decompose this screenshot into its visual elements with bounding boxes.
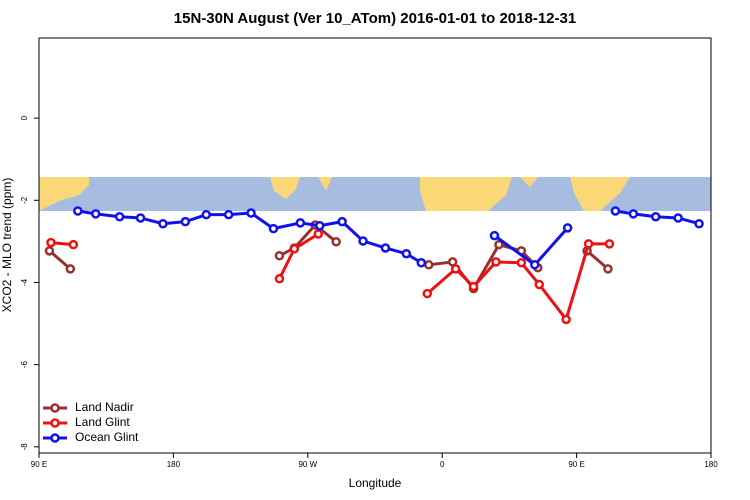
series-line [278, 222, 338, 258]
series-line [278, 232, 320, 280]
point [468, 281, 479, 292]
x-tick-label: 90 E [31, 460, 47, 469]
point [416, 258, 427, 268]
point [180, 216, 191, 227]
point [158, 218, 168, 229]
point [268, 223, 279, 234]
point [401, 248, 412, 259]
series-line [77, 209, 423, 265]
point [583, 239, 594, 249]
x-tick-label: 90 W [298, 460, 317, 469]
legend-label: Land Glint [75, 415, 130, 429]
y-tick-label: -8 [20, 443, 29, 451]
x-tick-label: 90 E [568, 460, 584, 469]
point [424, 260, 434, 270]
y-tick-label: -4 [20, 278, 29, 286]
point [274, 274, 285, 284]
point [516, 258, 527, 268]
point [313, 229, 324, 239]
point [65, 264, 76, 274]
point [314, 221, 325, 231]
y-tick-label: 0 [20, 115, 29, 120]
point [337, 216, 347, 227]
x-tick-label: 180 [704, 460, 718, 469]
point [450, 264, 461, 274]
chart-title: 15N-30N August (Ver 10_ATom) 2016-01-01 … [174, 10, 576, 27]
point [673, 213, 683, 223]
point [295, 218, 306, 228]
map-strip [39, 177, 711, 211]
y-axis-label: XCO2 - MLO trend (ppm) [0, 178, 14, 313]
point [650, 211, 661, 222]
point [694, 218, 704, 229]
point [604, 239, 615, 249]
point [628, 209, 639, 219]
y-tick-label: -6 [20, 361, 29, 369]
legend-label: Land Nadir [75, 400, 134, 414]
point [534, 279, 545, 290]
x-tick-label: 0 [440, 460, 445, 469]
point [494, 239, 504, 250]
point [274, 251, 285, 261]
point [610, 206, 621, 216]
point [331, 237, 341, 247]
point [46, 237, 56, 248]
point [90, 209, 101, 219]
point [603, 264, 613, 274]
legend-marker [50, 418, 60, 428]
point [73, 206, 83, 216]
x-axis-label: Longitude [349, 476, 402, 490]
point [289, 244, 300, 254]
point [223, 209, 234, 220]
point [68, 239, 79, 250]
point [201, 209, 212, 220]
legend-marker [50, 403, 60, 413]
legend-label: Ocean Glint [75, 430, 139, 444]
point [114, 211, 125, 222]
plot-frame [38, 37, 712, 454]
point [530, 260, 540, 270]
point [562, 223, 573, 233]
point [358, 236, 368, 246]
point [44, 246, 55, 256]
point [422, 288, 433, 299]
point [380, 243, 391, 253]
x-tick-label: 180 [167, 460, 181, 469]
series-line [426, 242, 610, 323]
point [135, 213, 146, 223]
point [246, 208, 256, 218]
point [491, 257, 501, 267]
point [489, 230, 500, 241]
point [561, 314, 571, 325]
legend-marker [50, 433, 60, 443]
y-tick-label: -2 [20, 196, 29, 204]
